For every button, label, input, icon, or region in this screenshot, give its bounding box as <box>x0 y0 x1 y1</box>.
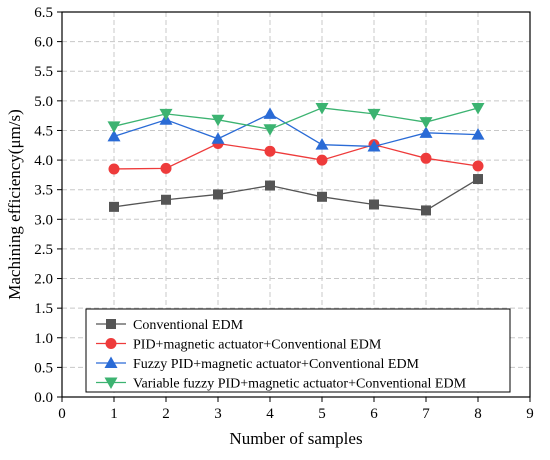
x-tick-label: 7 <box>422 406 430 422</box>
series-3 <box>107 107 485 152</box>
data-point <box>472 160 484 172</box>
legend-marker <box>104 356 118 368</box>
data-point <box>161 194 171 205</box>
data-point <box>107 129 121 142</box>
y-tick-label: 2.0 <box>34 272 53 288</box>
legend: Conventional EDM PID+magnetic actuator+Co… <box>85 308 511 393</box>
x-tick-label: 2 <box>162 406 170 422</box>
y-axis-title: Machining efficiency(μm/s) <box>5 109 24 300</box>
x-tick-label: 4 <box>266 406 274 422</box>
legend-marker <box>105 338 117 349</box>
data-point <box>316 154 328 166</box>
legend-marker <box>106 319 116 329</box>
x-tick-label: 5 <box>318 406 326 422</box>
data-point <box>109 201 119 212</box>
x-tick-label: 1 <box>110 406 118 422</box>
y-tick-label: 5.5 <box>34 64 53 80</box>
legend-item: Conventional EDM <box>96 318 244 333</box>
data-point <box>263 124 277 136</box>
y-tick-label: 3.0 <box>34 212 53 228</box>
legend-label: PID+magnetic actuator+Conventional EDM <box>133 338 382 353</box>
data-point <box>419 126 433 138</box>
series-2 <box>108 137 484 175</box>
series-line <box>113 107 479 130</box>
legend-item: PID+magnetic actuator+Conventional EDM <box>96 338 382 353</box>
data-point <box>264 145 276 157</box>
y-tick-label: 3.5 <box>34 183 53 199</box>
data-point <box>265 180 275 191</box>
data-point <box>108 163 120 175</box>
data-point <box>369 199 379 210</box>
legend-label: Fuzzy PID+magnetic actuator+Conventional… <box>133 357 420 372</box>
y-tick-label: 0.5 <box>34 360 53 376</box>
y-tick-label: 1.5 <box>34 301 53 317</box>
legend-item: Variable fuzzy PID+magnetic actuator+Con… <box>96 377 467 392</box>
y-tick-label: 6.5 <box>34 5 53 21</box>
y-tick-label: 2.5 <box>34 242 53 258</box>
y-tick-label: 4.5 <box>34 123 53 139</box>
data-point <box>419 117 433 129</box>
plot-frame <box>61 11 531 398</box>
data-point <box>213 189 223 200</box>
data-point <box>421 205 431 216</box>
data-point <box>160 162 172 174</box>
data-point <box>107 121 121 133</box>
x-axis-title: Number of samples <box>229 429 362 448</box>
x-tick-label: 0 <box>58 406 66 422</box>
data-point <box>315 102 329 115</box>
y-tick-label: 0.0 <box>34 390 53 406</box>
data-point <box>211 132 225 144</box>
data-point <box>367 108 381 121</box>
series-line <box>113 113 479 148</box>
legend-marker <box>104 377 118 389</box>
legend-label: Variable fuzzy PID+magnetic actuator+Con… <box>133 377 467 392</box>
y-tick-label: 1.0 <box>34 331 53 347</box>
series-1 <box>109 174 483 216</box>
data-point <box>263 107 277 119</box>
legend-item: Fuzzy PID+magnetic actuator+Conventional… <box>96 356 420 372</box>
x-tick-label: 9 <box>526 406 534 422</box>
data-point <box>420 152 432 164</box>
series-line <box>113 178 479 212</box>
data-point <box>211 114 225 127</box>
data-point <box>317 191 327 202</box>
x-tick-label: 8 <box>474 406 482 422</box>
y-tick-label: 4.0 <box>34 153 53 169</box>
data-point <box>315 138 329 150</box>
series-4 <box>107 102 485 136</box>
data-point <box>367 139 381 152</box>
data-point <box>159 108 173 121</box>
axes: 0 1 2 3 4 5 6 7 8 9 0.0 0.5 1.0 1.5 2.0 2.5 3.0 3.5 4.0 4.5… <box>34 5 534 422</box>
data-point <box>471 128 485 140</box>
y-tick-label: 5.0 <box>34 94 53 110</box>
data-point <box>473 174 483 185</box>
legend-box <box>85 308 511 393</box>
series-line <box>113 142 479 170</box>
x-tick-label: 3 <box>214 406 222 422</box>
legend-label: Conventional EDM <box>133 318 244 333</box>
y-tick-label: 6.0 <box>34 35 53 51</box>
x-tick-label: 6 <box>370 406 378 422</box>
data-series <box>107 102 485 216</box>
data-point <box>471 102 485 115</box>
